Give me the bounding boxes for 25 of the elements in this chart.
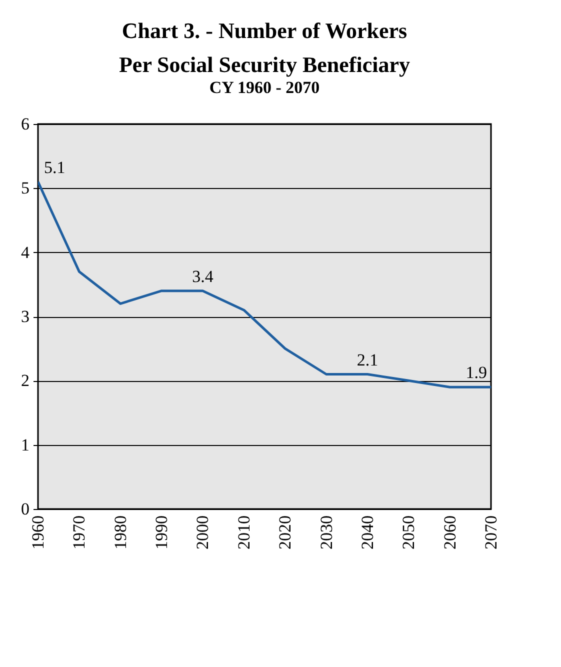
y-tick-label: 3 bbox=[21, 307, 30, 326]
y-tick-label: 6 bbox=[21, 114, 30, 134]
x-tick-label: 2030 bbox=[316, 516, 336, 550]
chart-subtitle: CY 1960 - 2070 bbox=[209, 78, 320, 97]
x-tick-label: 2010 bbox=[234, 516, 254, 550]
y-tick-label: 5 bbox=[21, 178, 30, 198]
data-label: 5.1 bbox=[44, 158, 66, 177]
y-tick-label: 4 bbox=[21, 242, 30, 262]
x-tick-label: 1960 bbox=[28, 516, 48, 550]
y-tick-label: 0 bbox=[21, 500, 30, 518]
y-tick-label: 2 bbox=[21, 371, 30, 390]
data-label: 3.4 bbox=[192, 266, 214, 286]
x-tick-label: 2000 bbox=[193, 516, 212, 550]
data-label: 2.1 bbox=[356, 350, 378, 370]
x-tick-label: 2060 bbox=[440, 516, 460, 550]
y-tick-label: 1 bbox=[21, 435, 30, 454]
x-tick-label: 2020 bbox=[276, 516, 295, 550]
x-tick-label: 1980 bbox=[110, 516, 130, 550]
data-label: 1.9 bbox=[466, 363, 487, 382]
x-tick-label: 2070 bbox=[482, 516, 500, 550]
x-tick-label: 2040 bbox=[358, 516, 377, 550]
chart-title: Chart 3. - Number of Workers Per Social Security Beneficiary bbox=[118, 18, 410, 77]
x-tick-label: 2050 bbox=[399, 516, 418, 550]
x-tick-label: 1990 bbox=[152, 516, 172, 550]
x-tick-label: 1970 bbox=[70, 516, 89, 550]
